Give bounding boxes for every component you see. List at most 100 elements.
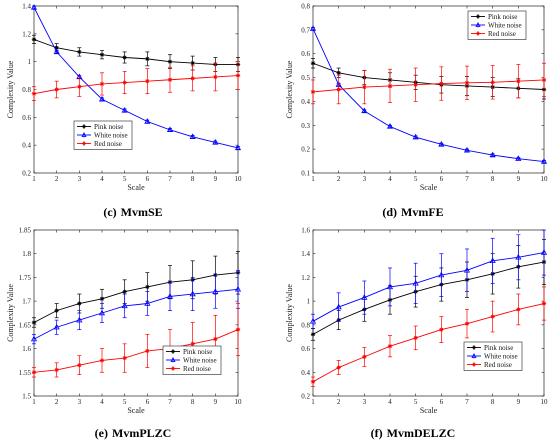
y-tick-label: 1.6 (22, 345, 31, 353)
data-point (310, 332, 316, 337)
y-tick-label: 0.8 (22, 86, 31, 94)
x-tick-label: 10 (541, 175, 549, 183)
data-point (122, 289, 127, 294)
y-tick-label: 0.6 (301, 345, 310, 353)
series-line (33, 38, 238, 65)
data-point (336, 365, 341, 370)
series-line (312, 261, 545, 335)
data-point (361, 294, 368, 300)
data-point (77, 84, 82, 89)
y-tick-label: 0.1 (301, 170, 310, 178)
axes-frame (33, 5, 239, 174)
y-tick-label: 0.8 (301, 3, 310, 11)
y-tick-label: 0.6 (301, 50, 310, 58)
data-point (122, 55, 127, 60)
data-point (489, 257, 496, 264)
x-tick-label: 9 (214, 398, 218, 406)
data-point (189, 290, 196, 297)
y-tick-label: 0.7 (301, 26, 310, 34)
x-tick-label: 10 (541, 398, 549, 406)
legend-marker (476, 14, 480, 19)
x-tick-label: 9 (214, 175, 218, 183)
x-tick-label: 2 (55, 175, 59, 183)
legend-marker (81, 132, 87, 137)
legend-entry: Red noise (471, 30, 516, 38)
x-tick-label: 3 (363, 175, 367, 183)
data-point (213, 336, 218, 342)
x-tick-label: 9 (517, 398, 521, 406)
x-tick-label: 2 (337, 398, 341, 406)
data-point (145, 348, 150, 354)
data-point (540, 158, 548, 164)
data-point (516, 307, 521, 312)
data-point (362, 354, 367, 360)
legend-label: Pink noise (183, 348, 212, 356)
data-point (54, 308, 59, 313)
x-axis-label: Scale (127, 406, 145, 415)
legend-marker (472, 362, 476, 367)
y-tick-label: 1.75 (19, 274, 32, 282)
series-line (33, 288, 239, 340)
legend-label: White noise (484, 352, 518, 360)
data-point (167, 59, 173, 64)
series-white-noise (30, 3, 242, 151)
y-tick-label: 1.4 (22, 3, 31, 11)
data-point (310, 61, 316, 66)
y-tick-label: 0.6 (22, 114, 31, 122)
data-point (121, 106, 128, 113)
data-point (30, 3, 38, 10)
data-point (145, 284, 150, 290)
legend-entry: Red noise (77, 140, 122, 148)
x-tick-label: 8 (491, 398, 495, 406)
series-line (33, 75, 239, 95)
x-tick-label: 10 (235, 398, 243, 406)
legend-marker (472, 345, 476, 350)
legend-label: Red noise (183, 365, 211, 373)
y-tick-label: 1.5 (22, 393, 31, 401)
legend-marker (170, 357, 176, 362)
legend-marker (475, 22, 481, 27)
data-point (77, 301, 82, 306)
data-point (336, 87, 341, 92)
data-point (166, 292, 174, 299)
data-point (386, 123, 394, 129)
series-line (33, 272, 239, 323)
data-point (541, 301, 547, 306)
y-axis-label: Complexity Value (285, 284, 294, 342)
series-white-noise (30, 269, 242, 345)
x-tick-label: 3 (78, 398, 82, 406)
x-tick-label: 5 (123, 175, 127, 183)
y-tick-label: 1 (307, 298, 311, 306)
data-point (438, 140, 445, 147)
data-point (53, 323, 60, 330)
data-point (310, 89, 316, 95)
caption: (f) MvmDELZC (371, 426, 456, 440)
data-point (413, 335, 418, 341)
legend-entry: Pink noise (471, 13, 517, 21)
series-line (312, 252, 545, 322)
y-tick-label: 1.85 (19, 227, 32, 235)
data-point (362, 84, 367, 90)
data-point (54, 45, 59, 50)
data-point (489, 151, 496, 158)
legend-entry: Pink noise (166, 348, 212, 356)
data-point (99, 52, 105, 57)
legend-marker (82, 124, 86, 129)
data-point (31, 370, 37, 375)
x-tick-label: 4 (100, 175, 104, 183)
data-point (167, 77, 173, 82)
caption: (c) MvmSE (103, 205, 162, 219)
data-point (439, 81, 444, 86)
data-point (387, 83, 393, 89)
data-point (515, 253, 522, 260)
data-point (234, 144, 242, 151)
data-point (336, 70, 341, 75)
series-red-noise (310, 286, 547, 387)
data-point (98, 309, 106, 316)
x-tick-label: 2 (55, 398, 59, 406)
legend-label: Pink noise (488, 13, 517, 21)
y-tick-label: 0.2 (301, 393, 310, 401)
series-line (33, 7, 239, 149)
